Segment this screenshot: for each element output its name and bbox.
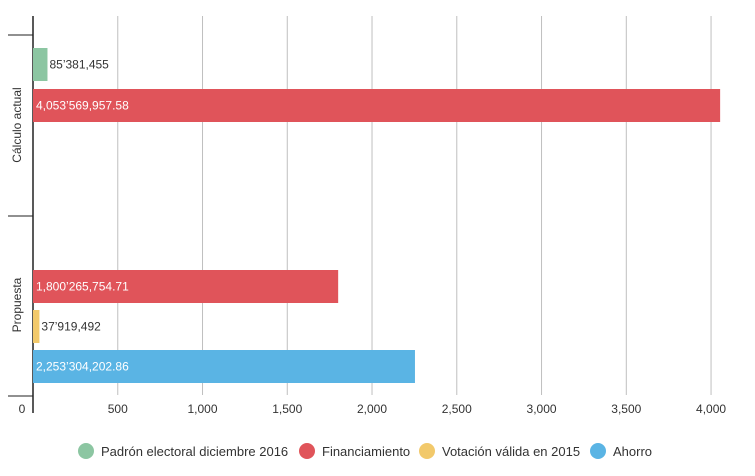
legend-swatch [590, 443, 606, 459]
bar [33, 89, 721, 122]
bar [33, 270, 339, 303]
bar [33, 310, 40, 343]
x-tick-label: 0 [19, 402, 26, 416]
legend-label: Votación válida en 2015 [442, 444, 580, 459]
data-label: 37’919,492 [41, 320, 101, 334]
bar [33, 350, 415, 383]
x-tick-label: 1,000 [187, 402, 217, 416]
legend-label: Ahorro [613, 444, 652, 459]
data-label: 1,800’265,754.71 [36, 280, 129, 294]
x-tick-label: 2,500 [442, 402, 472, 416]
legend-swatch [299, 443, 315, 459]
data-label: 4,053’569,957.58 [36, 99, 129, 113]
x-tick-label: 4,000 [696, 402, 726, 416]
x-tick-label: 3,500 [611, 402, 641, 416]
bar [33, 48, 48, 81]
legend-swatch [78, 443, 94, 459]
x-tick-label: 2,000 [357, 402, 387, 416]
category-label: Propuesta [10, 277, 24, 332]
category-label: Cálculo actual [10, 87, 24, 162]
x-tick-label: 500 [108, 402, 128, 416]
legend-label: Financiamiento [322, 444, 410, 459]
legend-label: Padrón electoral diciembre 2016 [101, 444, 288, 459]
data-label: 2,253’304,202.86 [36, 360, 129, 374]
legend-swatch [419, 443, 435, 459]
data-label: 85’381,455 [49, 58, 109, 72]
x-tick-label: 3,000 [527, 402, 557, 416]
x-tick-label: 1,500 [272, 402, 302, 416]
